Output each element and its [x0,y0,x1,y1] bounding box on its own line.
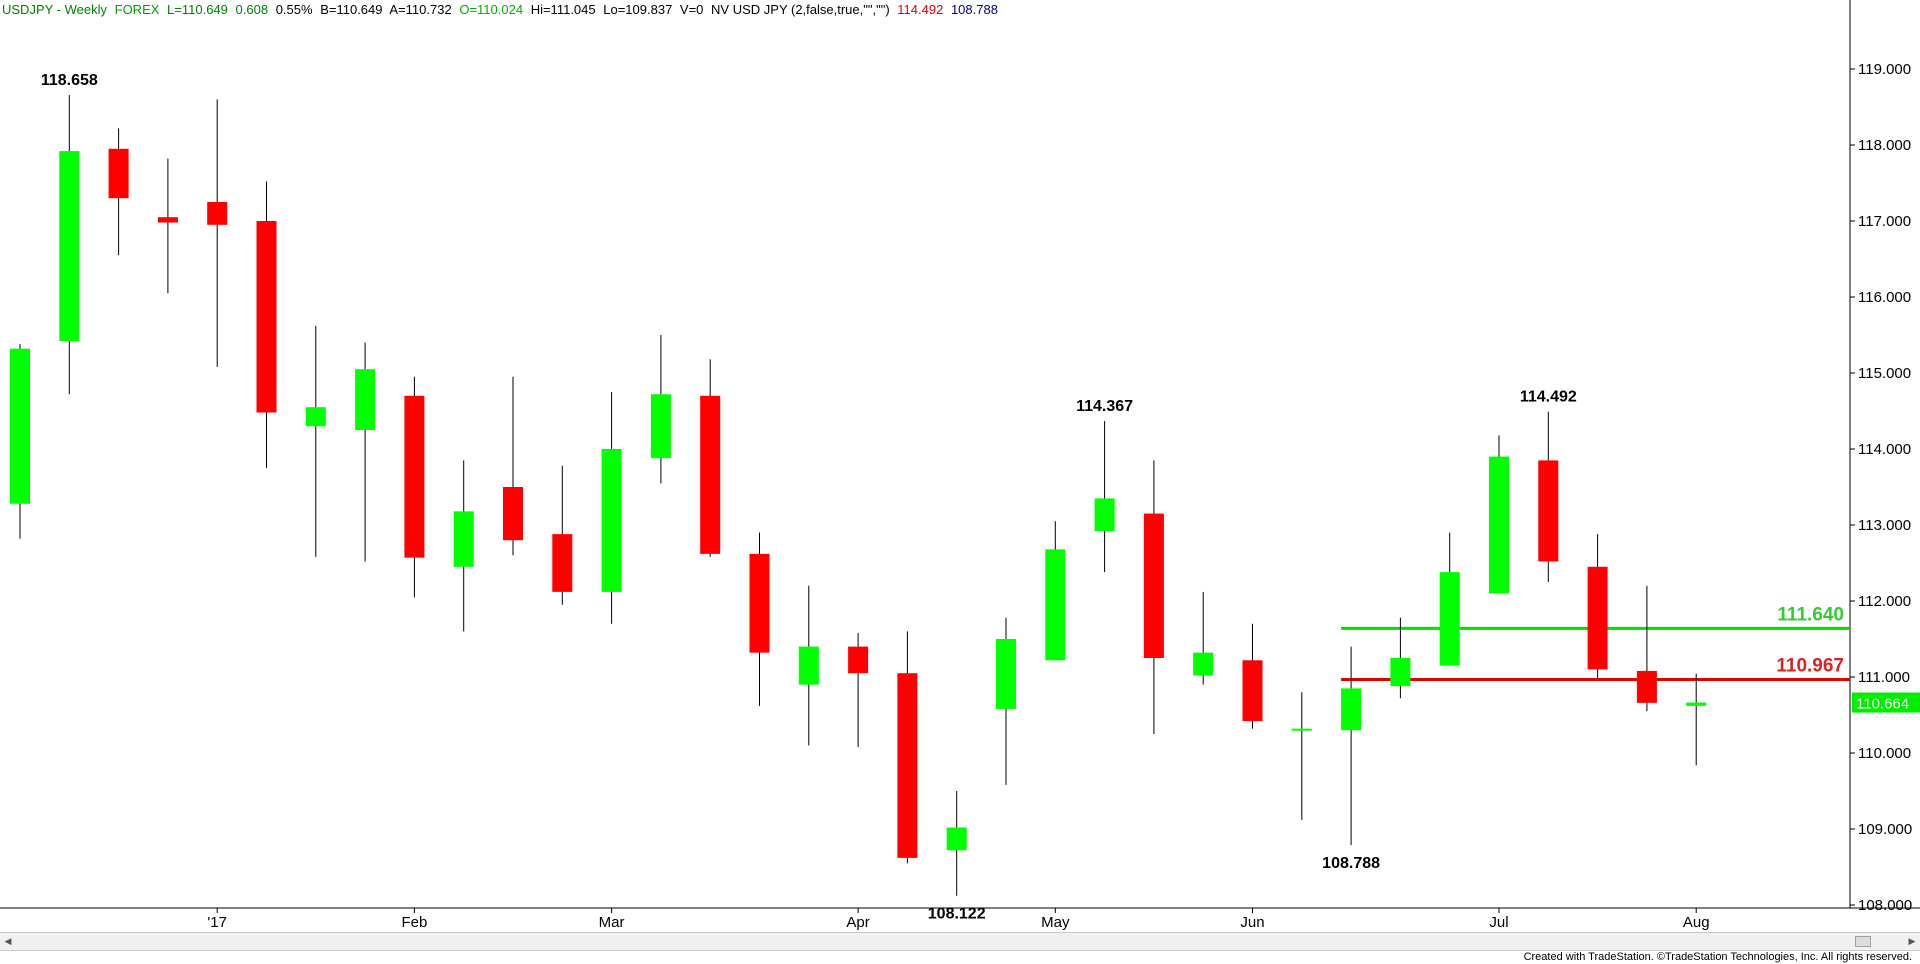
y-tick-label: 113.000 [1858,517,1911,534]
price-annotation: 118.658 [41,72,98,89]
candle-body [897,673,918,858]
y-tick-label: 109.000 [1858,821,1912,838]
x-tick-label: Apr [846,914,869,930]
y-tick-label: 116.000 [1858,289,1911,306]
footer-credit: Created with TradeStation. ©TradeStation… [1523,951,1912,963]
candle-body [1094,498,1115,532]
candle-body [749,553,770,653]
candle-body [946,827,967,851]
scroll-thumb[interactable] [1855,936,1871,947]
candle-body [10,348,30,504]
candle-body [256,221,277,413]
last-price-label: 110.664 [1856,696,1909,713]
study-value-1: 114.492 [897,2,944,17]
candle-body [1587,566,1608,670]
scroll-right-arrow-icon[interactable]: ▶ [1908,936,1916,946]
candle-body [1636,670,1657,703]
candle-body [404,395,425,558]
y-tick-label: 119.000 [1858,61,1911,78]
candle-body [1538,460,1559,562]
candle-body [59,151,80,342]
candle-body [453,511,474,567]
candle-body [207,202,228,225]
market-label: FOREX [114,2,160,17]
candle-body [1341,688,1362,731]
level-label: 111.640 [1777,604,1844,625]
low-label: Lo=109.837 [603,2,673,17]
open-label: O=110.024 [459,2,524,17]
scroll-left-arrow-icon[interactable]: ◀ [4,936,12,946]
candle-body [700,395,721,554]
candle-body [1390,658,1411,687]
y-tick-label: 115.000 [1858,365,1911,382]
y-tick-label: 111.000 [1858,669,1910,686]
x-tick-label: Feb [401,914,427,930]
bid-label: B=110.649 [320,2,383,17]
x-tick-label: Jul [1489,914,1508,930]
price-annotation: 114.367 [1076,398,1133,415]
candle-body [1193,652,1214,676]
y-tick-label: 112.000 [1858,593,1911,610]
price-chart[interactable]: 108.000 109.000 110.000 111.000 112.000 113.0… [0,0,1920,930]
y-tick-label: 108.000 [1858,897,1912,914]
candle-body [552,534,573,592]
high-label: Hi=111.045 [530,2,596,17]
candle-body [305,407,326,427]
y-tick-label: 114.000 [1858,441,1911,458]
x-tick-label: Jun [1240,914,1264,930]
candle-body [355,369,376,430]
candle-body [108,148,129,199]
price-annotation: 108.122 [928,906,986,923]
candle-body [1686,702,1707,706]
candle-body [1143,513,1164,658]
candle-body [503,487,523,541]
candle-body [1291,728,1312,731]
level-label: 110.967 [1776,656,1844,677]
candle-body [1045,549,1066,661]
ask-label: A=110.732 [389,2,452,17]
x-tick-label: Mar [599,914,625,930]
x-tick-label: '17 [207,914,227,930]
horizontal-scrollbar[interactable]: ◀ ▶ [0,932,1920,951]
volume-label: V=0 [679,2,704,17]
candle-body [650,394,671,459]
candle-body [848,646,869,674]
candle-body [601,449,622,592]
candle-body [1489,456,1509,594]
x-tick-label: Aug [1683,914,1710,930]
chart-header: USDJPY - Weekly FOREX L=110.649 0.608 0.… [2,2,1002,18]
y-tick-label: 118.000 [1858,137,1911,154]
candle-body [1242,660,1263,722]
study-value-2: 108.788 [950,2,998,17]
price-annotation: 114.492 [1520,389,1577,406]
x-tick-label: May [1041,914,1070,930]
change-label: 0.608 [235,2,269,17]
candle-body [1439,572,1460,666]
study-label: NV USD JPY (2,false,true,"","") [711,2,890,17]
candle-body [157,217,178,223]
y-tick-label: 117.000 [1858,213,1911,230]
y-tick-label: 110.000 [1858,745,1911,762]
last-price-marker [1852,692,1920,713]
candle-body [798,646,819,685]
price-annotation: 108.788 [1322,855,1380,872]
candle-body [996,639,1016,709]
change-pct-label: 0.55% [275,2,313,17]
last-price-label: L=110.649 [167,2,228,17]
symbol-label: USDJPY - Weekly [2,2,107,17]
